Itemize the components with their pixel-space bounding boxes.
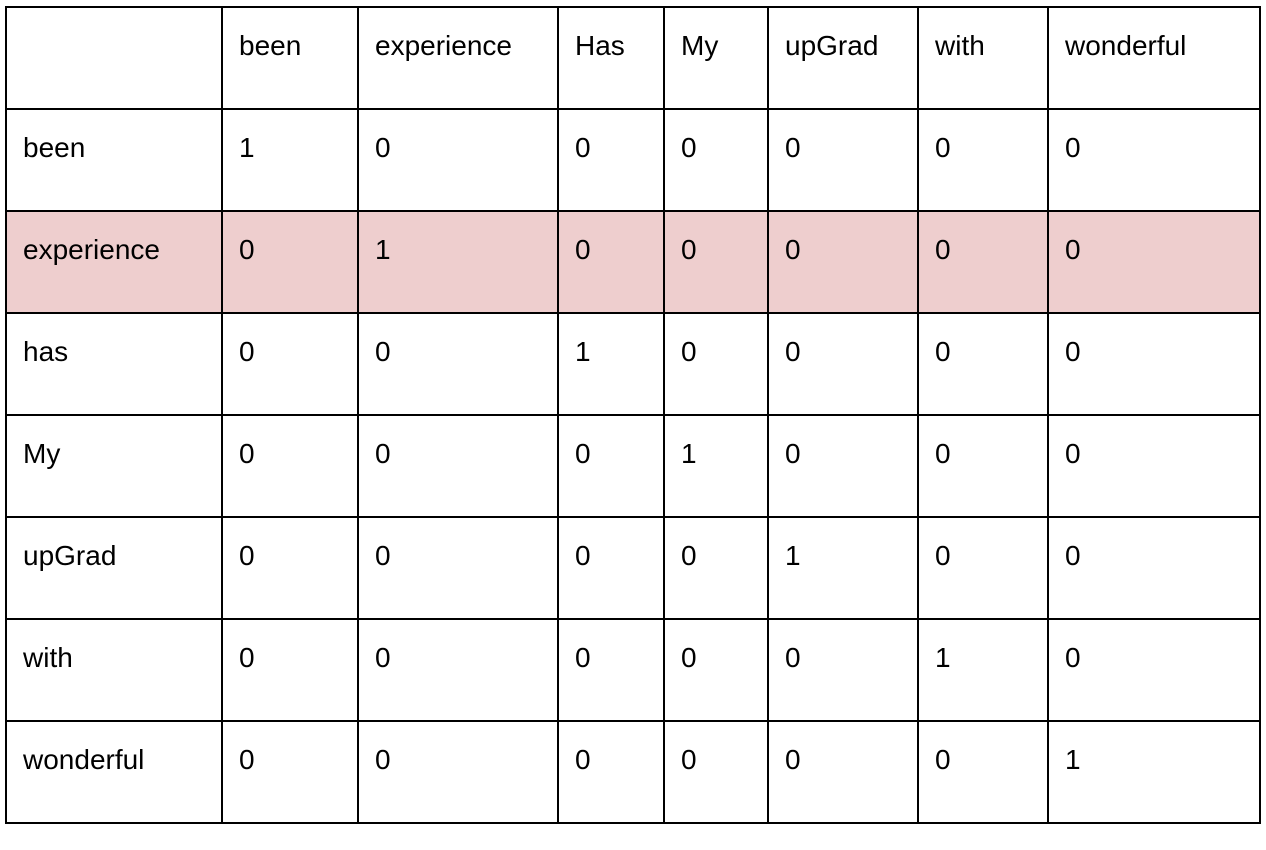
table-cell: 0 (767, 312, 919, 416)
table-cell: 0 (1047, 618, 1261, 722)
table-cell: 0 (767, 108, 919, 212)
row-label: experience (5, 210, 223, 314)
table-cell: 0 (357, 414, 559, 518)
row-label: with (5, 618, 223, 722)
row-label: My (5, 414, 223, 518)
table-cell: 0 (917, 312, 1049, 416)
column-header: upGrad (767, 6, 919, 110)
column-header: My (663, 6, 769, 110)
table-cell: 0 (663, 108, 769, 212)
table-cell: 0 (1047, 516, 1261, 620)
table-cell: 1 (1047, 720, 1261, 824)
table-cell: 0 (663, 618, 769, 722)
table-cell: 0 (357, 720, 559, 824)
table-cell: 0 (357, 312, 559, 416)
table-cell: 0 (917, 108, 1049, 212)
table-cell: 0 (1047, 414, 1261, 518)
one-hot-matrix-table: been experience Has My upGrad with wonde… (5, 6, 1261, 824)
table-cell: 1 (917, 618, 1049, 722)
column-header: Has (557, 6, 665, 110)
column-header: with (917, 6, 1049, 110)
table-cell: 0 (357, 516, 559, 620)
table-cell: 0 (663, 720, 769, 824)
table-cell: 1 (663, 414, 769, 518)
corner-cell (5, 6, 223, 110)
row-label: wonderful (5, 720, 223, 824)
row-label: upGrad (5, 516, 223, 620)
table-cell: 0 (767, 720, 919, 824)
table-row: been 1 0 0 0 0 0 0 (5, 108, 1261, 212)
row-label: has (5, 312, 223, 416)
table-cell: 0 (663, 516, 769, 620)
column-header: experience (357, 6, 559, 110)
table-cell: 1 (357, 210, 559, 314)
table-cell: 0 (221, 210, 359, 314)
table-cell: 0 (1047, 312, 1261, 416)
table-cell: 0 (557, 414, 665, 518)
highlighted-table-row: experience 0 1 0 0 0 0 0 (5, 210, 1261, 314)
column-header: been (221, 6, 359, 110)
table-cell: 0 (1047, 108, 1261, 212)
table-row: My 0 0 0 1 0 0 0 (5, 414, 1261, 518)
table-cell: 0 (357, 618, 559, 722)
table-cell: 0 (357, 108, 559, 212)
table-cell: 0 (221, 414, 359, 518)
table-cell: 0 (221, 720, 359, 824)
table-cell: 0 (917, 516, 1049, 620)
table-cell: 1 (557, 312, 665, 416)
table-cell: 0 (663, 210, 769, 314)
table-row: upGrad 0 0 0 0 1 0 0 (5, 516, 1261, 620)
table-cell: 0 (221, 312, 359, 416)
table-cell: 0 (767, 210, 919, 314)
table-cell: 0 (1047, 210, 1261, 314)
table-cell: 0 (917, 210, 1049, 314)
table-cell: 0 (663, 312, 769, 416)
table-cell: 0 (221, 618, 359, 722)
column-header: wonderful (1047, 6, 1261, 110)
header-row: been experience Has My upGrad with wonde… (5, 6, 1261, 110)
table-cell: 0 (557, 516, 665, 620)
table-cell: 0 (767, 414, 919, 518)
table-cell: 0 (557, 618, 665, 722)
table-row: wonderful 0 0 0 0 0 0 1 (5, 720, 1261, 824)
row-label: been (5, 108, 223, 212)
table-cell: 0 (917, 720, 1049, 824)
table-cell: 1 (767, 516, 919, 620)
table-row: has 0 0 1 0 0 0 0 (5, 312, 1261, 416)
table-cell: 0 (917, 414, 1049, 518)
table-cell: 0 (221, 516, 359, 620)
table-cell: 0 (557, 210, 665, 314)
table-cell: 0 (767, 618, 919, 722)
table-row: with 0 0 0 0 0 1 0 (5, 618, 1261, 722)
table-cell: 1 (221, 108, 359, 212)
table-cell: 0 (557, 720, 665, 824)
table-cell: 0 (557, 108, 665, 212)
